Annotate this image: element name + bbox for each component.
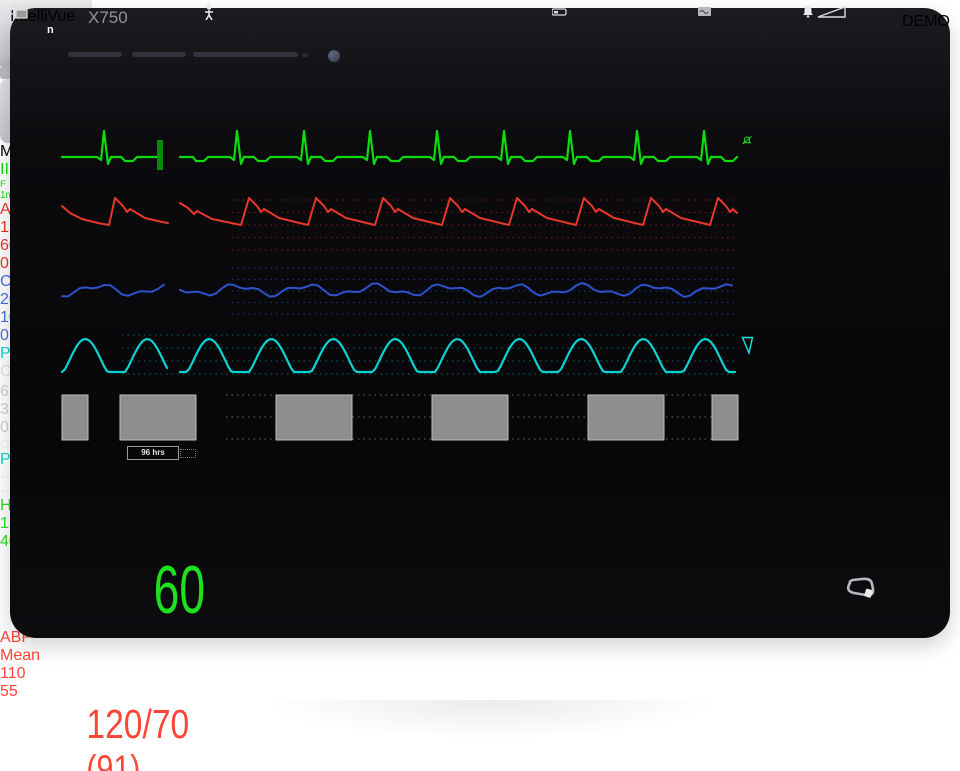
patient-category-icon	[552, 8, 567, 16]
demo-badge: DEMO	[902, 13, 950, 30]
abp-sub: Mean	[0, 647, 41, 665]
monitor-bezel: IntelliVue	[10, 8, 950, 638]
blue-softkey-label: n	[47, 24, 54, 36]
patient-icon	[205, 4, 213, 20]
hr-alarm-icon	[742, 136, 752, 145]
cvp-scale-low: 0	[0, 327, 9, 344]
abp-scale-low: 0	[0, 255, 9, 272]
light-sensor-dot	[328, 50, 340, 62]
alarm-light-slot	[193, 52, 298, 57]
abp-limit-high: 110	[0, 665, 26, 683]
floor-shadow	[260, 700, 720, 740]
numeric-abp[interactable]: ABP Mean 110 55 120/70 (91)	[0, 629, 960, 771]
battery-time-tail	[180, 449, 196, 458]
waveform-area	[60, 129, 739, 441]
wave-label-ecg[interactable]: II	[0, 161, 9, 178]
placeholder-value: --	[0, 483, 11, 498]
screen-config-icon	[698, 7, 711, 16]
battery-time-box: 96 hrs	[127, 446, 179, 460]
bezel-notch	[302, 53, 308, 57]
hr-value: 60	[153, 552, 206, 629]
abp-limit-low: 55	[0, 683, 18, 701]
alarm-light-slot	[132, 52, 186, 57]
alarm-volume-icon[interactable]	[800, 4, 848, 20]
abp-value: 120/70	[86, 701, 190, 748]
model-label: X750	[88, 8, 128, 27]
perfusion-icon	[741, 336, 754, 355]
alarm-light-slot	[68, 52, 122, 57]
abp-mean: (91)	[86, 748, 141, 771]
pointer-device-icon	[846, 577, 875, 598]
main-screen-icon[interactable]	[10, 5, 28, 19]
ecg-lead-mode: F	[0, 179, 6, 190]
